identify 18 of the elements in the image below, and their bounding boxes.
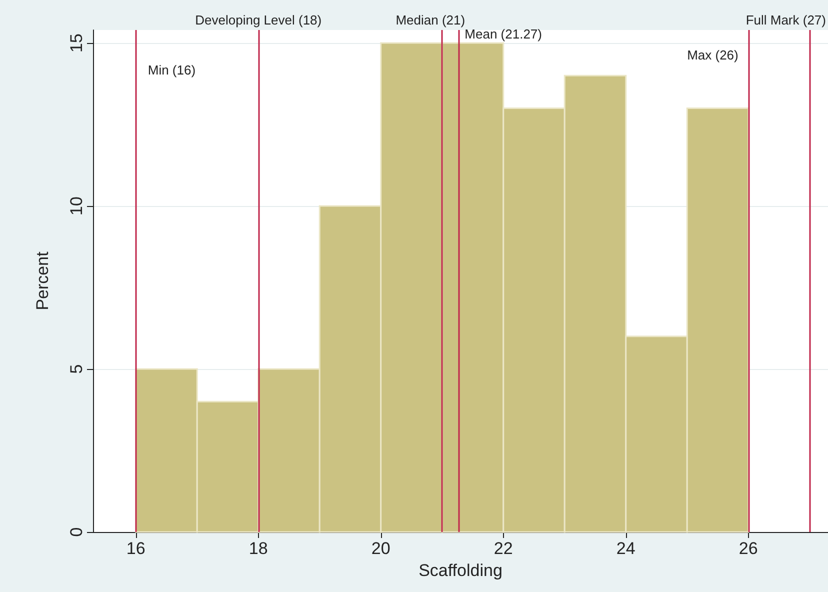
y-tick-label: 0	[67, 527, 86, 537]
y-axis-title: Percent	[33, 251, 52, 310]
ref-line-label: Max (26)	[687, 48, 738, 62]
ref-line-label: Developing Level (18)	[195, 12, 322, 28]
y-tick-label: 10	[67, 196, 86, 216]
y-tick-label: 5	[67, 364, 86, 374]
ref-line-label: Mean (21.27)	[464, 26, 542, 42]
x-tick-label: 26	[738, 539, 758, 558]
x-tick-label: 20	[371, 539, 390, 558]
ref-line-label: Min (16)	[148, 62, 196, 78]
x-tick-label: 24	[616, 539, 636, 558]
ref-line-label: Full Mark (27)	[746, 12, 826, 28]
ref-line-label: Median (21)	[396, 12, 466, 28]
y-tick-label: 15	[67, 34, 86, 52]
x-tick-label: 18	[248, 539, 268, 558]
x-tick-label: 22	[494, 539, 513, 558]
x-axis-title: Scaffolding	[418, 561, 502, 580]
x-tick-label: 16	[126, 539, 146, 558]
